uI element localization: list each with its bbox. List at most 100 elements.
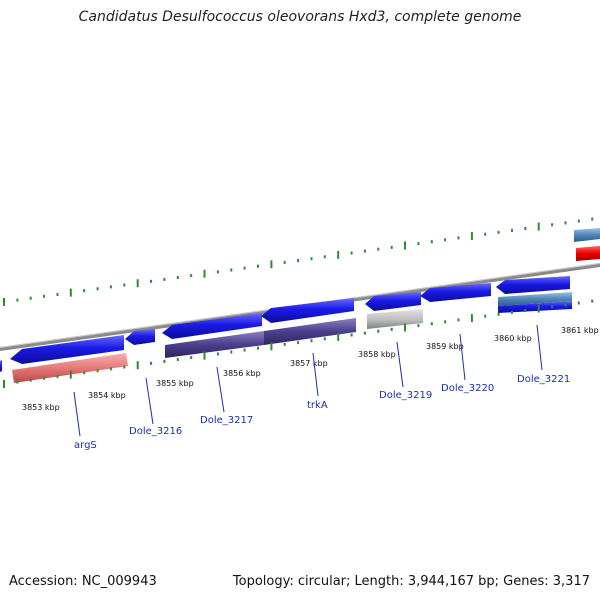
- inner-tick: [577, 301, 580, 305]
- outer-tick: [109, 285, 112, 289]
- outer-tick: [270, 260, 273, 269]
- outer-tick: [243, 266, 246, 270]
- inner-tick: [123, 365, 126, 369]
- outer-tick: [56, 293, 59, 296]
- gene-label-Dole_3221[interactable]: Dole_3221: [517, 374, 570, 385]
- inner-tick: [404, 323, 406, 332]
- outer-tick: [230, 268, 233, 272]
- inner-tick: [56, 375, 59, 378]
- leader-Dole_3220: [459, 333, 466, 381]
- gene-label-Dole_3216[interactable]: Dole_3216: [129, 426, 182, 437]
- inner-tick: [43, 376, 46, 380]
- inner-tick: [484, 314, 487, 318]
- footer-accession: Accession: NC_009943: [9, 574, 157, 589]
- outer-tick: [591, 217, 594, 221]
- inner-tick: [216, 352, 219, 356]
- inner-tick: [591, 299, 594, 303]
- outer-tick: [430, 240, 433, 244]
- outer-tick: [470, 232, 473, 241]
- outer-tick: [417, 242, 420, 246]
- tick-label-3853: 3853 kbp: [22, 403, 60, 412]
- inner-tick: [297, 341, 300, 345]
- gene-argS-bar: [12, 353, 128, 383]
- inner-tick: [564, 303, 567, 307]
- gene-label-trkA[interactable]: trkA: [307, 400, 328, 411]
- leader-Dole_3216: [145, 377, 154, 425]
- tick-label-3860: 3860 kbp: [494, 334, 532, 343]
- outer-tick: [390, 245, 393, 249]
- inner-tick: [190, 356, 193, 360]
- inner-tick: [83, 371, 86, 375]
- tick-label-3856: 3856 kbp: [223, 369, 261, 378]
- outer-tick: [337, 250, 340, 259]
- gene-label-Dole_3220[interactable]: Dole_3220: [441, 383, 494, 394]
- gene-label-argS[interactable]: argS: [74, 440, 97, 451]
- outer-tick: [404, 241, 406, 250]
- outer-tick: [457, 236, 460, 240]
- tick-label-3858: 3858 kbp: [358, 350, 396, 359]
- map-title: Candidatus Desulfococcus oleovorans Hxd3…: [78, 9, 522, 25]
- inner-tick: [337, 332, 340, 341]
- outer-tick: [190, 274, 193, 278]
- outer-tick: [123, 283, 126, 287]
- feature-left-edge: [0, 360, 2, 372]
- inner-tick: [109, 367, 112, 371]
- outer-tick: [96, 287, 99, 291]
- inner-tick: [444, 320, 447, 324]
- tick-labels: 3853 kbp 3854 kbp 3855 kbp 3856 kbp 3857…: [22, 326, 599, 412]
- footer-topology: Topology: circular; Length: 3,944,167 bp…: [232, 574, 590, 589]
- outer-tick: [363, 249, 366, 253]
- inner-tick: [551, 305, 554, 309]
- inner-tick: [537, 304, 540, 313]
- inner-tick: [511, 310, 513, 314]
- outer-tick: [310, 257, 313, 261]
- gene-Dole_3217-bar: [165, 331, 264, 358]
- feature-track: [0, 276, 572, 383]
- outer-tick: [203, 269, 206, 278]
- outer-tick: [484, 232, 487, 236]
- gene-Dole_3219-arrow: [365, 292, 421, 311]
- inner-tick: [69, 370, 72, 379]
- leader-trkA: [312, 352, 319, 397]
- leader-Dole_3221: [536, 324, 543, 371]
- inner-tick: [136, 361, 139, 370]
- outer-tick: [176, 276, 179, 279]
- gene-Dole_3216-arrow: [125, 329, 155, 345]
- inner-tick: [430, 322, 433, 326]
- outer-tick: [377, 247, 380, 251]
- inner-tick: [417, 324, 420, 328]
- gene-trkA-bar: [264, 318, 356, 345]
- outer-tick: [29, 296, 32, 300]
- inner-tick: [323, 337, 326, 341]
- tick-label-3855: 3855 kbp: [156, 379, 194, 388]
- outer-tick: [43, 294, 46, 298]
- inner-tick: [390, 327, 393, 331]
- inner-tick-row: [3, 299, 594, 388]
- inner-tick: [163, 359, 166, 363]
- gene-label-Dole_3217[interactable]: Dole_3217: [200, 415, 253, 426]
- outer-tick: [3, 298, 5, 306]
- gene-Dole_3219-bar: [367, 309, 423, 329]
- gene-label-Dole_3219[interactable]: Dole_3219: [379, 390, 432, 401]
- feature-steelblue-right: [574, 228, 600, 242]
- tick-label-3854: 3854 kbp: [88, 391, 126, 400]
- outer-tick: [136, 279, 139, 288]
- gene-label-leaders: [73, 324, 543, 437]
- outer-tick: [297, 259, 300, 263]
- outer-tick: [444, 238, 447, 242]
- leader-Dole_3219: [396, 341, 404, 388]
- leader-argS: [73, 391, 81, 437]
- feature-red-right: [576, 246, 600, 261]
- outer-tick: [511, 228, 513, 232]
- inner-tick: [457, 318, 460, 322]
- leader-Dole_3217: [216, 366, 225, 413]
- inner-tick: [96, 369, 99, 373]
- outer-tick: [350, 251, 353, 255]
- outer-tick: [524, 227, 527, 230]
- inner-tick: [497, 312, 500, 316]
- inner-tick: [470, 314, 473, 323]
- outer-tick: [323, 255, 326, 259]
- tick-label-3859: 3859 kbp: [426, 342, 464, 351]
- outer-tick: [564, 221, 567, 225]
